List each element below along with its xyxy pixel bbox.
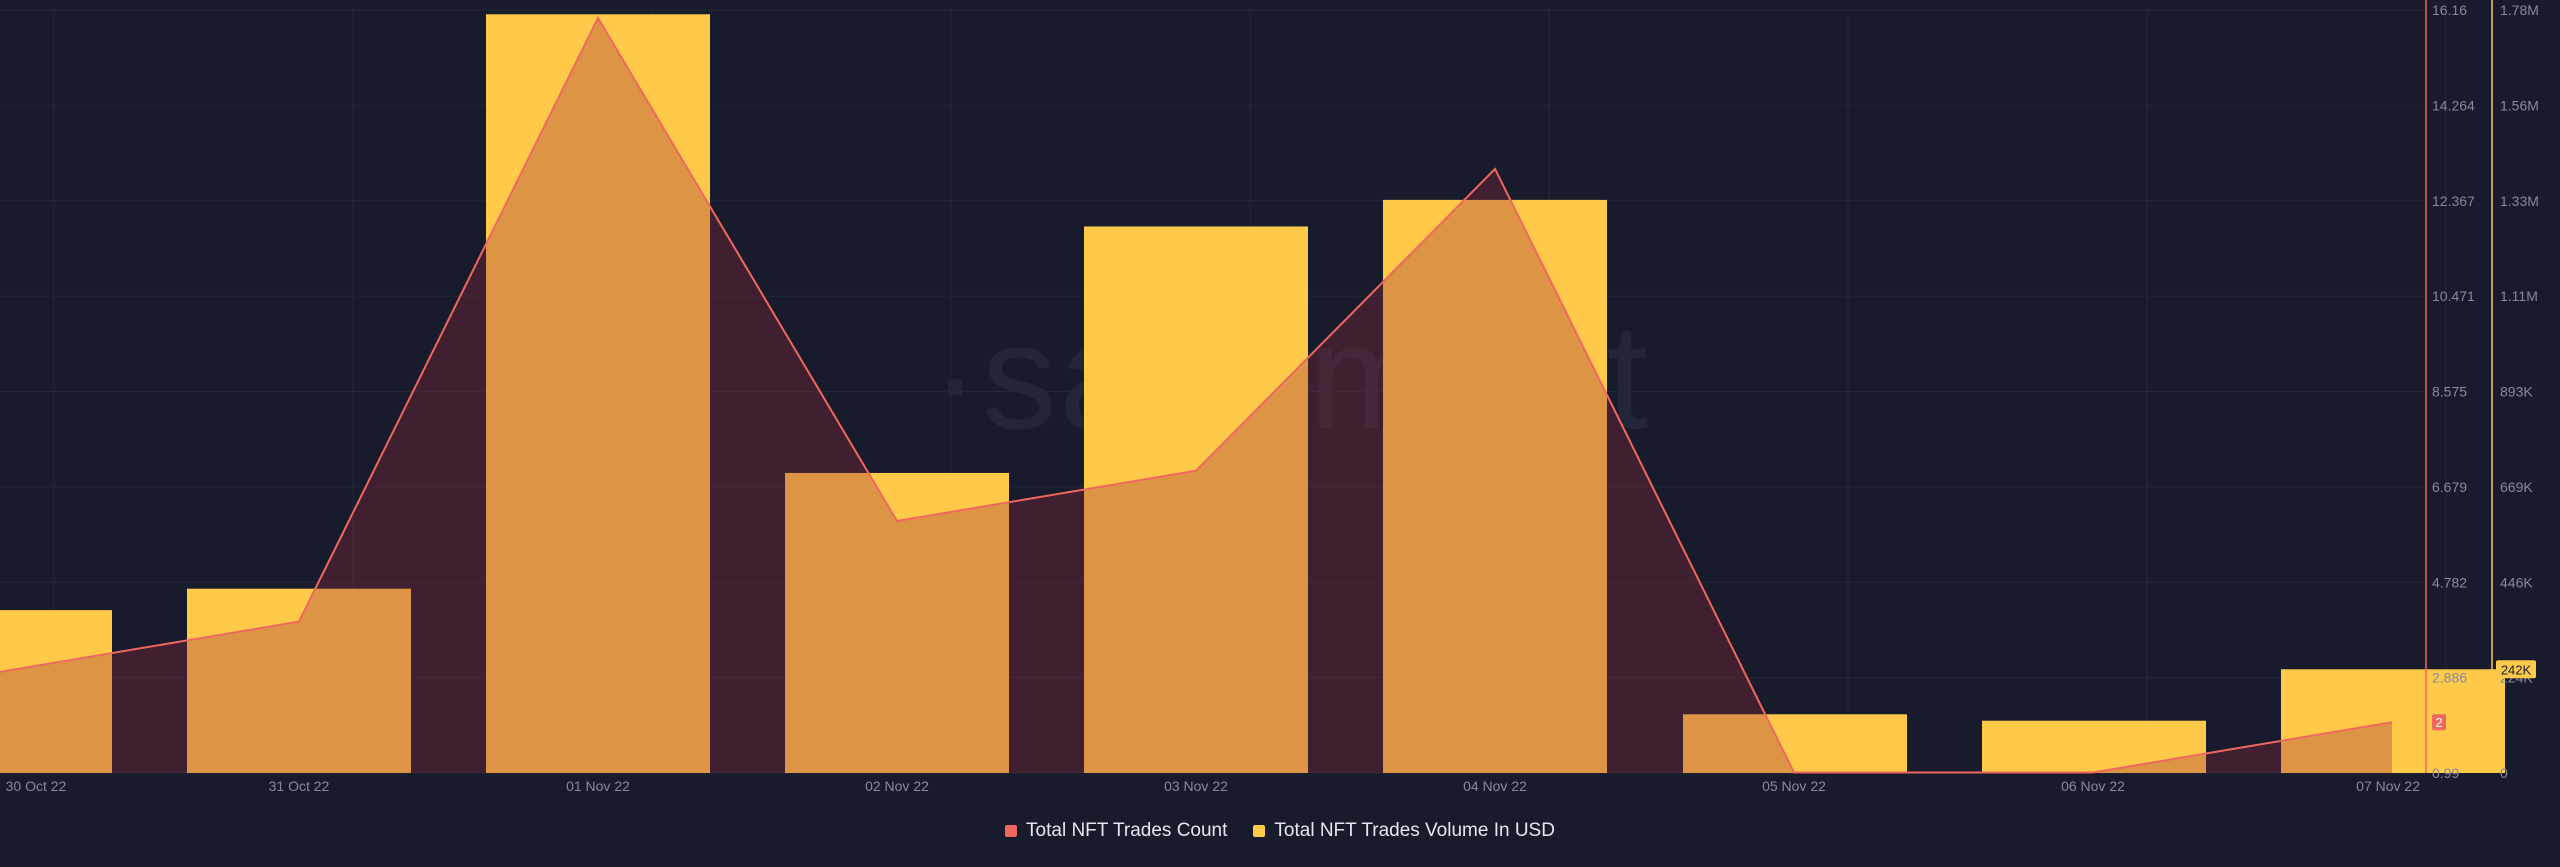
y-tick-count: 14.264 (2432, 97, 2475, 113)
x-tick-label: 04 Nov 22 (1463, 778, 1527, 794)
y-tick-volume: 0 (2500, 765, 2508, 781)
y-tick-count: 2.886 (2432, 670, 2467, 686)
volume-last-value: 242K (2501, 662, 2532, 677)
y-tick-count: 4.782 (2432, 574, 2467, 590)
x-tick-label: 05 Nov 22 (1762, 778, 1826, 794)
count-last-value-badge (2432, 714, 2446, 731)
y-tick-volume: 446K (2500, 574, 2533, 590)
count-line (0, 15, 2393, 774)
bar-volume-8 (2281, 669, 2505, 773)
bar-volume-0 (0, 610, 112, 773)
x-tick-label: 02 Nov 22 (865, 778, 929, 794)
y-tick-volume: 1.78M (2500, 2, 2539, 18)
volume-last-value-badge (2496, 660, 2536, 679)
x-tick-label: 31 Oct 22 (269, 778, 330, 794)
count-area (0, 18, 2392, 773)
y-tick-count: 6.679 (2432, 479, 2467, 495)
x-tick-label: 03 Nov 22 (1164, 778, 1228, 794)
bar-volume-7 (1982, 720, 2206, 773)
y-tick-count: 0.99 (2432, 765, 2459, 781)
bar-volume-2 (486, 14, 710, 774)
legend: Total NFT Trades Count Total NFT Trades … (0, 820, 2560, 842)
x-tick-label: 01 Nov 22 (566, 778, 630, 794)
count-series (0, 15, 2393, 774)
y-tick-volume: 1.56M (2500, 97, 2539, 113)
bar-volume-4 (1084, 226, 1308, 773)
y-tick-count: 16.16 (2432, 2, 2467, 18)
y-tick-volume: 669K (2500, 479, 2533, 495)
legend-label-count: Total NFT Trades Count (1026, 820, 1228, 841)
y-tick-count: 12.367 (2432, 193, 2475, 209)
y-tick-volume: 1.11M (2500, 288, 2538, 304)
x-tick-label: 30 Oct 22 (6, 778, 67, 794)
bar-volume-6 (1683, 714, 1907, 773)
x-tick-label: 07 Nov 22 (2356, 778, 2420, 794)
y-axis-count: 16.16 14.264 12.367 10.471 8.575 6.679 4.782 2.… (2425, 0, 2475, 781)
bar-series (0, 14, 2505, 774)
legend-item-volume[interactable]: Total NFT Trades Volume In USD (1253, 820, 1555, 842)
y-tick-volume: 1.33M (2500, 193, 2539, 209)
count-last-value: 2 (2435, 715, 2442, 730)
legend-label-volume: Total NFT Trades Volume In USD (1274, 820, 1555, 841)
y-tick-count: 8.575 (2432, 384, 2467, 400)
y-tick-volume: 893K (2500, 384, 2533, 400)
y-axis-volume: 1.78M1.56M1.33M1.11M893K669K446K224K0242… (2491, 0, 2539, 781)
legend-item-count[interactable]: Total NFT Trades Count (1005, 820, 1227, 842)
x-tick-label: 06 Nov 22 (2061, 778, 2125, 794)
bar-volume-3 (785, 472, 1009, 773)
bar-volume-5 (1383, 199, 1607, 773)
legend-swatch-count (1005, 825, 1018, 837)
legend-swatch-volume (1253, 825, 1266, 837)
y-tick-count: 10.471 (2432, 288, 2475, 304)
x-axis: 30 Oct 22 31 Oct 22 01 Nov 22 02 Nov 22 03 N… (6, 778, 2421, 794)
